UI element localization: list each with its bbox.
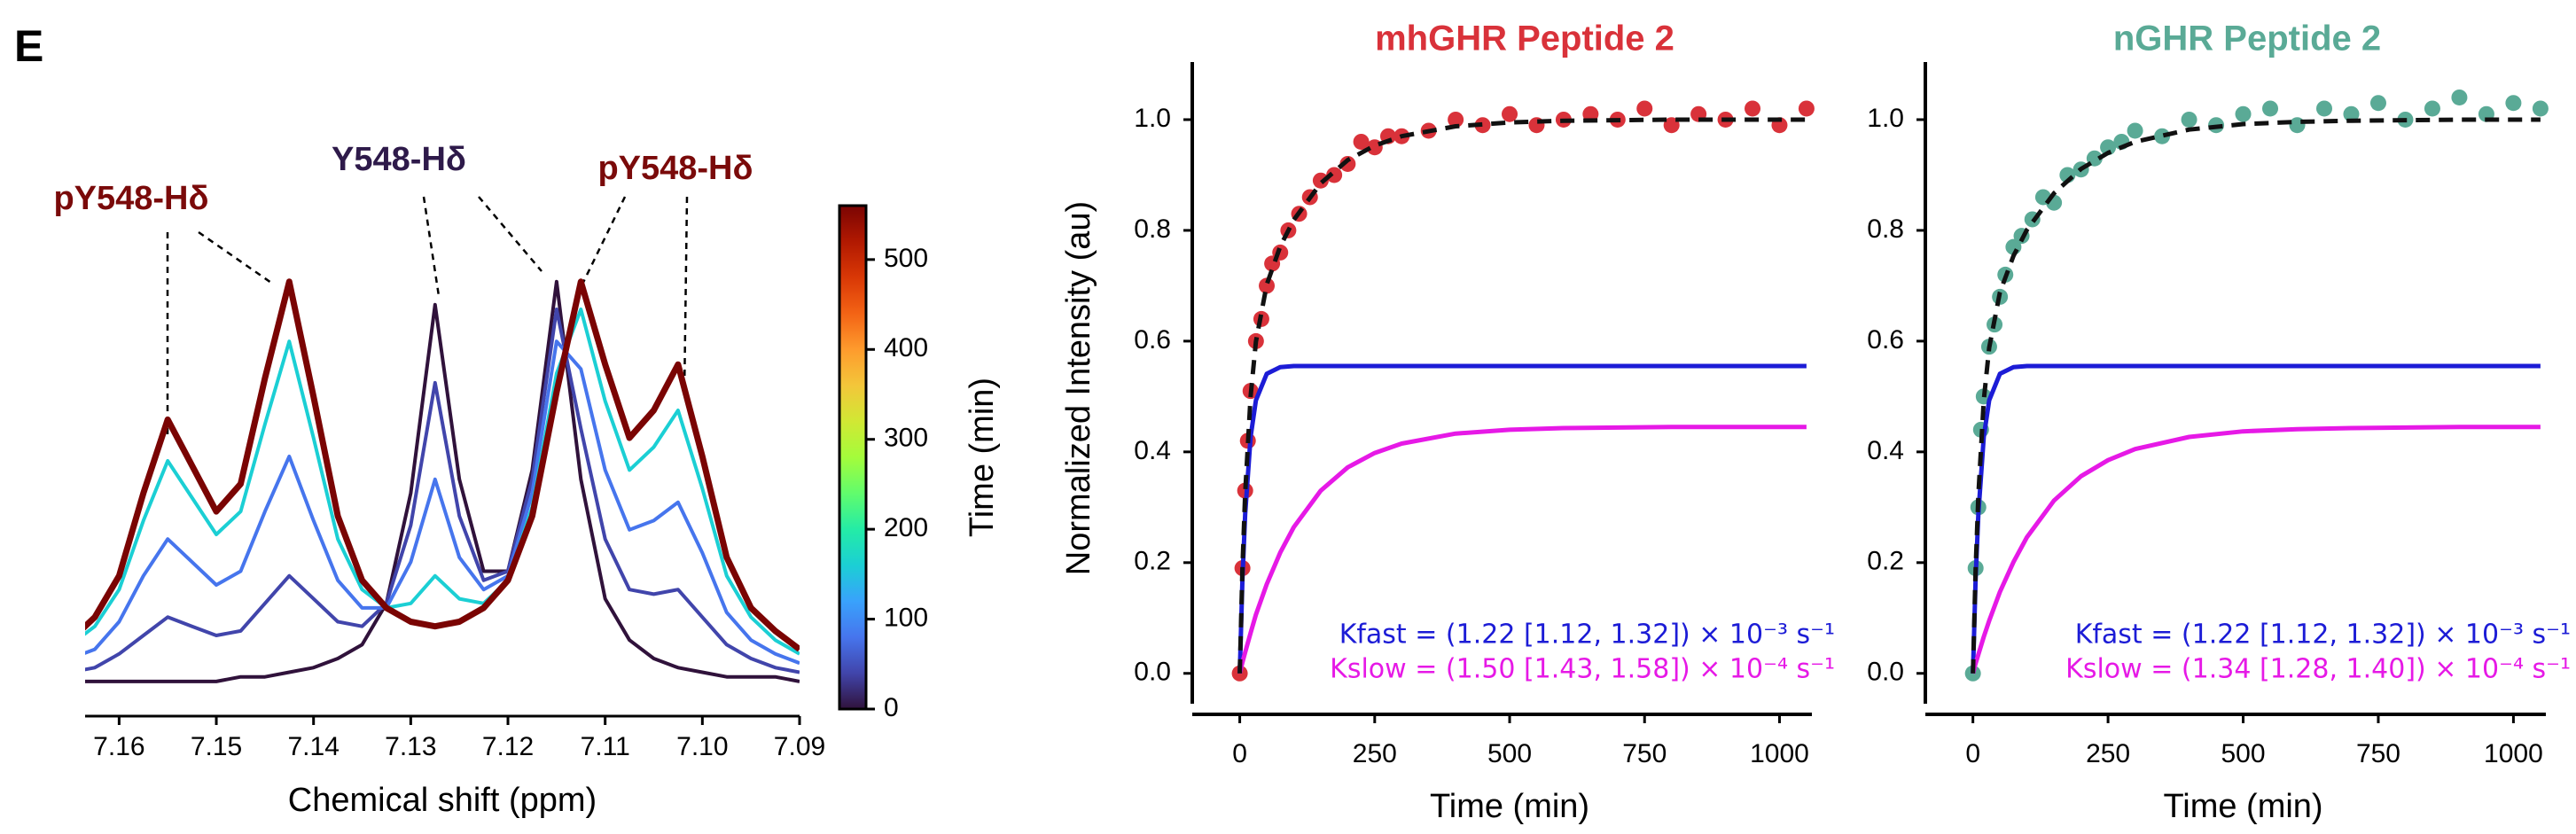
data-point (1259, 277, 1276, 294)
data-point (2343, 105, 2360, 122)
fit-curve (1971, 117, 2541, 674)
spectrum-line (85, 308, 800, 674)
leader-line (683, 196, 689, 395)
x-tick-label: 7.11 (581, 732, 630, 761)
leader-line (422, 196, 441, 297)
y-tick-label: 0.2 (1867, 547, 1904, 576)
colorbar-tick-label: 100 (884, 603, 928, 632)
data-point (1448, 111, 1464, 128)
data-point (1474, 117, 1491, 134)
colorbar-tick-label: 400 (884, 333, 928, 362)
data-point (2316, 100, 2332, 117)
spectrum-line (85, 279, 800, 683)
y-tick-label: 0.4 (1867, 436, 1904, 465)
colorbar-tick-label: 0 (884, 693, 899, 722)
peak-label: pY548-Hδ (597, 150, 753, 187)
peak-label: Y548-Hδ (332, 141, 466, 178)
x-axis-label: Chemical shift (ppm) (288, 782, 597, 819)
peak-label: pY548-Hδ (53, 180, 208, 217)
leader-line (478, 196, 543, 272)
data-point (1582, 105, 1599, 122)
x-tick-label: 750 (1622, 739, 1667, 768)
data-point (1745, 100, 1761, 117)
x-axis-label: Time (min) (1430, 788, 1589, 825)
spectrum-line (85, 308, 800, 656)
spectra (85, 278, 800, 683)
colorbar-tick-label: 200 (884, 513, 928, 542)
x-tick-label: 7.12 (482, 732, 534, 761)
data-point (1636, 100, 1653, 117)
x-tick-label: 1000 (2484, 739, 2543, 768)
data-point (2424, 100, 2440, 117)
colorbar (838, 204, 868, 711)
x-tick-label: 7.09 (774, 732, 825, 761)
colorbar-label: Time (min) (964, 378, 1001, 537)
x-tick-label: 500 (2221, 739, 2266, 768)
x-tick-label: 0 (1232, 739, 1247, 768)
y-tick-label: 0.0 (1867, 658, 1904, 687)
x-tick-label: 250 (2086, 739, 2130, 768)
data-point (2086, 150, 2103, 167)
x-tick-label: 250 (1353, 739, 1397, 768)
component-curve (1237, 425, 1807, 674)
rate-annotation: Kslow = (1.34 [1.28, 1.40]) × 10⁻⁴ s⁻¹ (2065, 654, 2571, 685)
y-tick-label: 0.0 (1134, 658, 1171, 687)
data-point (2262, 100, 2279, 117)
spectrum-line (85, 278, 800, 652)
component-curve (1237, 363, 1807, 674)
x-tick-label: 7.16 (93, 732, 144, 761)
x-tick-label: 7.14 (288, 732, 340, 761)
component-curve (1971, 425, 2541, 674)
x-tick-label: 750 (2356, 739, 2400, 768)
leader-line (198, 230, 272, 284)
y-tick-label: 1.0 (1134, 104, 1171, 133)
data-point (1353, 133, 1370, 150)
leader-lines (166, 196, 689, 435)
chart-title: nGHR Peptide 2 (2113, 19, 2381, 58)
x-tick-label: 500 (1487, 739, 1532, 768)
y-tick-label: 0.8 (1134, 214, 1171, 244)
data-point (1339, 155, 1356, 172)
data-point (1798, 100, 1815, 117)
data-point (2100, 139, 2117, 156)
data-point (2532, 100, 2549, 117)
data-point (2154, 128, 2171, 144)
x-tick-label: 7.10 (676, 732, 728, 761)
data-point (2235, 105, 2252, 122)
x-tick-label: 0 (1965, 739, 1980, 768)
colorbar-tick-label: 300 (884, 424, 928, 453)
rate-annotation: Kfast = (1.22 [1.12, 1.32]) × 10⁻³ s⁻¹ (2075, 620, 2571, 651)
y-axis-label: Normalized Intensity (au) (1060, 201, 1097, 575)
data-point (1502, 105, 1518, 122)
panel-label: E (14, 21, 43, 71)
y-tick-label: 1.0 (1867, 104, 1904, 133)
spectrum-line (85, 339, 800, 666)
chart-title: mhGHR Peptide 2 (1375, 19, 1674, 58)
rate-annotation: Kslow = (1.50 [1.43, 1.58]) × 10⁻⁴ s⁻¹ (1330, 654, 1835, 685)
data-point (2451, 89, 2468, 105)
data-point (1326, 167, 1343, 183)
x-tick-label: 1000 (1750, 739, 1809, 768)
y-tick-label: 0.4 (1134, 436, 1171, 465)
data-point (2127, 122, 2143, 139)
data-point (2505, 95, 2522, 112)
y-tick-label: 0.6 (1867, 325, 1904, 355)
y-tick-label: 0.2 (1134, 547, 1171, 576)
rate-annotation: Kfast = (1.22 [1.12, 1.32]) × 10⁻³ s⁻¹ (1339, 620, 1835, 651)
colorbar-tick-label: 500 (884, 244, 928, 273)
fit-curve (1237, 117, 1807, 674)
y-tick-label: 0.6 (1134, 325, 1171, 355)
x-tick-label: 7.13 (385, 732, 436, 761)
x-tick-label: 7.15 (191, 732, 242, 761)
x-axis-label: Time (min) (2163, 788, 2322, 825)
data-point (2369, 95, 2386, 112)
y-tick-label: 0.8 (1867, 214, 1904, 244)
data-point (2181, 111, 2197, 128)
component-curve (1971, 363, 2541, 674)
